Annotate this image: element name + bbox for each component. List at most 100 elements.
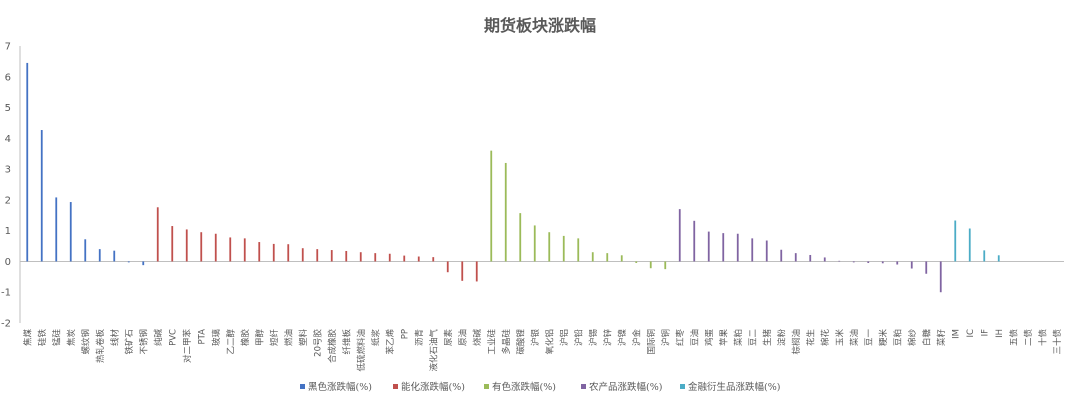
bar: [519, 213, 522, 262]
bar: [127, 261, 130, 263]
axes-layer: -2 -1 0 1 2 3 4 5 6 7: [1, 42, 1064, 330]
bar: [98, 249, 101, 262]
bar: [649, 261, 652, 269]
bar: [388, 253, 391, 262]
x-tick-label: 豆一: [864, 329, 874, 347]
x-tick-label: 三十债: [1052, 329, 1063, 355]
bar: [722, 233, 725, 262]
x-tick-label: 20号胶: [312, 329, 323, 357]
bar: [635, 261, 638, 263]
chart-title: 期货板块涨跌幅: [484, 16, 596, 35]
bar: [896, 261, 899, 265]
bar: [823, 257, 826, 262]
x-tick-label: 短纤: [269, 329, 280, 347]
x-tick-label: 焦炭: [66, 329, 77, 347]
x-tick-label: 螺纹钢: [80, 329, 91, 355]
x-tick-label: 橡胶: [240, 329, 251, 347]
x-tick-label: 塑料: [298, 329, 309, 347]
x-tick-label: 白糖: [921, 329, 932, 347]
x-tick-label: 沪锌: [602, 329, 613, 347]
bar: [794, 253, 797, 262]
x-tick-label: PVC: [168, 329, 178, 346]
x-tick-label: 甲醇: [254, 329, 265, 347]
x-tick-label: 氧化铝: [544, 329, 555, 355]
bar: [156, 207, 159, 262]
x-tick-label: 玉米: [834, 329, 845, 347]
x-tick-label: 纸浆: [370, 329, 381, 347]
bar: [55, 197, 58, 262]
x-tick-label: 棉纱: [907, 329, 918, 347]
y-tick-label: 3: [5, 165, 11, 176]
bar: [490, 150, 493, 262]
x-tick-label: 淀粉: [776, 329, 787, 347]
bar: [258, 242, 261, 262]
legend-label: 农产品涨跌幅(%): [589, 381, 662, 393]
legend-swatch: [393, 384, 398, 389]
x-tick-label: 苹果: [718, 329, 729, 347]
bar: [417, 256, 420, 262]
bar: [881, 261, 884, 264]
x-tick-label: 燃油: [283, 329, 294, 346]
bar: [214, 233, 217, 262]
bar: [287, 244, 290, 262]
bar: [171, 226, 174, 262]
y-tick-label: 1: [5, 226, 11, 237]
x-tick-label: 豆油: [689, 329, 700, 346]
bar: [664, 261, 667, 270]
bar: [200, 232, 203, 262]
bar: [272, 243, 275, 262]
x-tick-label: IC: [966, 329, 976, 338]
x-tick-label: 液化石油气: [428, 329, 439, 372]
x-tick-label: 热轧卷板: [95, 329, 106, 364]
bar: [954, 220, 957, 262]
bar: [606, 253, 609, 262]
y-tick-label: 7: [5, 42, 11, 53]
x-tick-label: 沪金: [631, 329, 642, 347]
bar: [751, 238, 754, 262]
x-tick-label: 对二甲苯: [182, 329, 193, 364]
x-tick-label: 焦煤: [22, 329, 33, 347]
x-tick-label: 合成橡胶: [327, 329, 338, 364]
x-tick-label: 二债: [1023, 329, 1034, 347]
x-tick-label: 粳米: [878, 329, 889, 347]
x-tick-label: IF: [980, 329, 990, 337]
y-tick-label: 0: [5, 257, 11, 268]
x-tick-label: PTA: [197, 329, 207, 345]
bar: [40, 130, 43, 262]
x-tick-label: 沪铝: [559, 329, 570, 346]
y-tick-label: -1: [1, 288, 11, 299]
x-tick-label: 硅铁: [37, 329, 48, 347]
bar: [780, 249, 783, 262]
bar: [925, 261, 928, 274]
legend-swatch: [484, 384, 489, 389]
x-tick-label: 沪锡: [588, 329, 599, 347]
x-tick-label: 苯乙烯: [385, 329, 396, 355]
x-tick-label: PP: [400, 329, 410, 339]
x-tick-label: 菜粕: [733, 329, 744, 346]
x-tick-label: 五债: [1008, 329, 1019, 347]
bar: [243, 238, 246, 262]
x-tick-label: 多晶硅: [501, 329, 512, 355]
bar: [983, 250, 986, 262]
bar: [591, 252, 594, 262]
bar: [765, 240, 768, 262]
legend-swatch: [680, 384, 685, 389]
x-tick-label: 棕榈油: [791, 329, 802, 355]
y-tick-label: 5: [5, 103, 11, 114]
x-tick-label: 乙二醇: [225, 329, 236, 355]
x-tick-label: 铁矿石: [124, 329, 135, 355]
bar: [693, 220, 696, 262]
legend-swatch: [581, 384, 586, 389]
y-tick-label: -2: [1, 319, 11, 330]
x-tick-label: 鸡蛋: [704, 329, 715, 347]
x-tick-label: 菜籽: [936, 329, 947, 347]
x-tick-label: 沪银: [530, 329, 541, 347]
bar: [113, 250, 116, 262]
x-tick-label: 沪镍: [617, 329, 628, 347]
x-tick-label: 锰硅: [51, 329, 62, 347]
bar: [577, 238, 580, 262]
x-tick-label: 线材: [109, 329, 120, 347]
bar: [432, 257, 435, 262]
x-tick-label: 玻璃: [211, 329, 222, 347]
x-tick-label: 纯碱: [153, 329, 164, 347]
